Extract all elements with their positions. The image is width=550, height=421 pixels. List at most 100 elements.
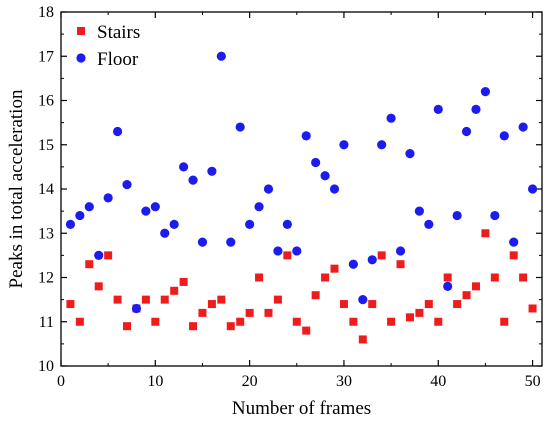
floor-point <box>122 179 132 190</box>
legend-marker-circle <box>76 53 86 63</box>
series-floor <box>65 51 538 314</box>
floor-point <box>509 237 519 247</box>
floor-point <box>518 122 528 132</box>
floor-point <box>188 175 198 185</box>
stairs-point <box>453 300 462 309</box>
y-axis-label: Peaks in total acceleration <box>6 89 27 288</box>
stairs-point <box>415 308 424 317</box>
y-tick-label: 16 <box>38 93 54 110</box>
floor-point <box>112 126 123 137</box>
floor-point <box>480 87 491 97</box>
floor-point <box>65 219 76 229</box>
stairs-point <box>387 317 396 326</box>
stairs-point <box>321 273 330 282</box>
stairs-point <box>519 273 528 282</box>
floor-point <box>499 131 509 141</box>
floor-point <box>461 126 472 137</box>
y-tick-label: 12 <box>38 270 54 287</box>
floor-point <box>395 246 406 256</box>
x-tick-label: 50 <box>525 373 541 390</box>
stairs-point <box>330 264 339 273</box>
floor-point <box>414 206 424 216</box>
floor-point <box>433 104 443 114</box>
stairs-point <box>377 251 386 260</box>
stairs-point <box>123 322 132 331</box>
floor-point <box>471 104 481 114</box>
legend-label-stairs: Stairs <box>97 22 140 43</box>
floor-point <box>254 202 264 212</box>
floor-point <box>311 157 321 168</box>
stairs-point <box>226 322 235 331</box>
y-tick-label: 14 <box>38 181 54 198</box>
floor-point <box>84 202 94 212</box>
stairs-point <box>528 304 537 313</box>
stairs-point <box>94 282 103 291</box>
x-tick-label: 10 <box>147 373 163 390</box>
y-tick-label: 11 <box>39 314 54 331</box>
stairs-point <box>500 317 509 326</box>
floor-point <box>282 219 292 229</box>
legend: Stairs Floor <box>76 22 140 70</box>
x-tick-label: 20 <box>242 373 258 390</box>
floor-point <box>367 255 377 265</box>
floor-point <box>273 246 283 256</box>
stairs-point <box>490 273 499 282</box>
stairs-point <box>462 291 471 300</box>
floor-point <box>443 281 453 291</box>
stairs-point <box>358 335 367 344</box>
y-tick-label: 18 <box>38 4 54 21</box>
floor-point <box>150 202 160 212</box>
stairs-point <box>85 260 94 269</box>
y-tick-label: 10 <box>38 358 54 375</box>
floor-point <box>263 184 274 194</box>
floor-point <box>103 193 113 203</box>
stairs-point <box>104 251 113 260</box>
x-tick-label: 30 <box>336 373 352 390</box>
x-tick-label: 40 <box>430 373 446 390</box>
floor-point <box>320 171 330 181</box>
floor-point <box>405 149 415 159</box>
stairs-point <box>481 229 490 238</box>
stairs-point <box>198 308 207 317</box>
floor-point <box>226 237 236 247</box>
stairs-point <box>424 300 433 309</box>
stairs-point <box>443 273 452 282</box>
stairs-point <box>264 308 273 317</box>
stairs-point <box>179 277 188 286</box>
floor-point <box>169 219 179 229</box>
stairs-point <box>66 300 75 309</box>
stairs-point <box>236 317 245 326</box>
stairs-point <box>189 322 198 331</box>
floor-point <box>245 219 255 229</box>
stairs-point <box>283 251 292 260</box>
stairs-point <box>434 317 443 326</box>
stairs-point <box>207 300 216 309</box>
floor-point <box>424 219 434 229</box>
stairs-point <box>302 326 311 335</box>
stairs-point <box>396 260 405 269</box>
x-tick-label: 0 <box>57 373 65 390</box>
stairs-point <box>160 295 169 304</box>
floor-point <box>235 122 245 132</box>
y-tick-label: 15 <box>38 137 54 154</box>
floor-point <box>329 184 340 194</box>
series-stairs <box>66 229 537 344</box>
floor-point <box>339 140 349 150</box>
floor-point <box>348 259 358 269</box>
floor-point <box>292 246 302 256</box>
floor-point <box>452 210 462 221</box>
axis-ticks <box>60 11 542 367</box>
stairs-point <box>349 317 358 326</box>
floor-point <box>160 228 170 238</box>
stairs-point <box>339 300 348 309</box>
stairs-point <box>217 295 226 304</box>
floor-point <box>377 140 387 150</box>
stairs-point <box>113 295 122 304</box>
stairs-point <box>255 273 264 282</box>
legend-label-floor: Floor <box>97 49 139 70</box>
floor-point <box>358 295 368 305</box>
floor-point <box>131 303 142 314</box>
stairs-point <box>75 317 84 326</box>
